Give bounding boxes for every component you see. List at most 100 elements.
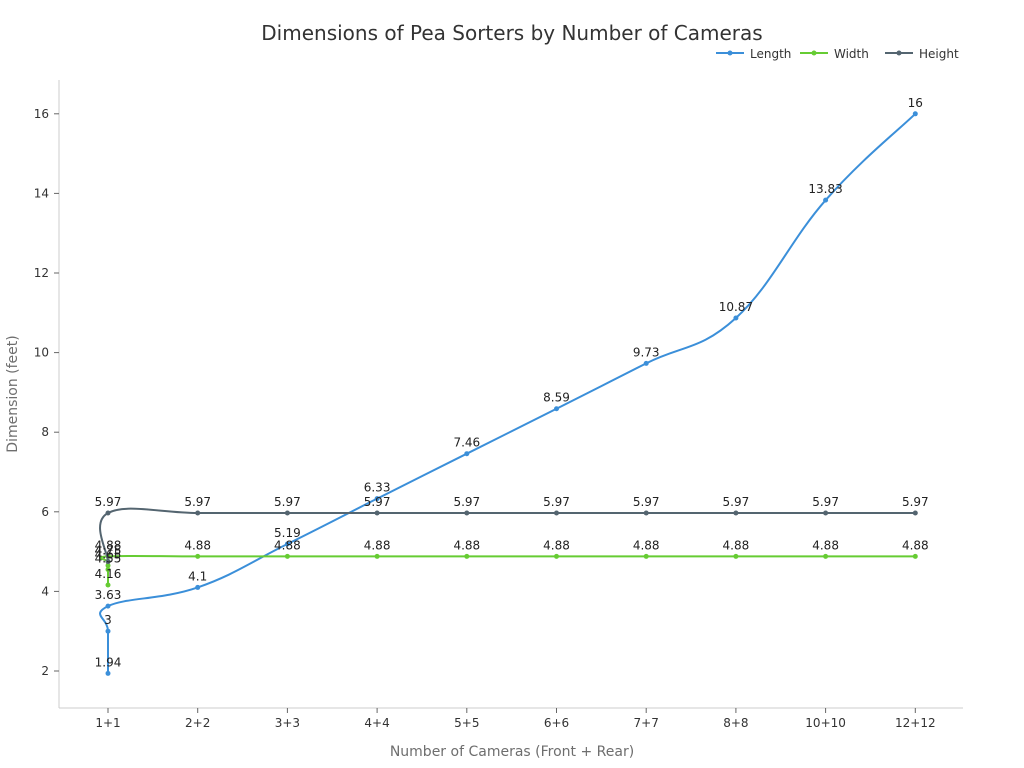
data-label: 16: [908, 96, 923, 110]
y-tick-label: 4: [41, 584, 49, 598]
data-point[interactable]: [912, 111, 918, 117]
data-point[interactable]: [105, 563, 111, 569]
y-tick-label: 14: [34, 186, 49, 200]
data-point[interactable]: [195, 510, 201, 516]
data-label: 9.73: [633, 345, 660, 359]
x-tick-label: 12+12: [895, 716, 936, 730]
data-point[interactable]: [105, 670, 111, 676]
data-label: 7.46: [453, 436, 480, 450]
data-point[interactable]: [464, 451, 470, 457]
x-tick-label: 10+10: [805, 716, 846, 730]
series-line-length: [99, 113, 916, 674]
data-point[interactable]: [643, 360, 649, 366]
data-point[interactable]: [284, 510, 290, 516]
data-point[interactable]: [374, 553, 380, 559]
data-point[interactable]: [554, 553, 559, 559]
data-label: 3.63: [95, 588, 122, 602]
data-point[interactable]: [195, 553, 201, 559]
legend-label: Width: [834, 47, 869, 61]
data-point[interactable]: [105, 510, 111, 516]
x-tick-label: 1+1: [95, 716, 120, 730]
y-tick-label: 10: [34, 346, 49, 360]
data-point[interactable]: [105, 567, 111, 573]
data-point[interactable]: [912, 510, 918, 516]
data-label: 5.97: [543, 495, 570, 509]
data-label: 5.97: [453, 495, 480, 509]
y-axis-ticks: 2 4 6 8 10 12 14 16: [34, 107, 59, 678]
series-line-height: [99, 507, 916, 562]
legend-label: Length: [750, 47, 791, 61]
y-tick-label: 12: [34, 266, 49, 280]
y-tick-label: 8: [41, 425, 49, 439]
data-point[interactable]: [554, 406, 559, 412]
data-label: 4.88: [453, 538, 480, 552]
data-label: 4.75: [95, 544, 122, 558]
data-label: 4.88: [812, 538, 839, 552]
data-point[interactable]: [284, 553, 290, 559]
data-label: 4.88: [543, 538, 570, 552]
data-label: 4.55: [95, 552, 122, 566]
data-label: 4.16: [95, 567, 122, 581]
series-line-width: [99, 554, 916, 586]
x-tick-label: 2+2: [185, 716, 210, 730]
legend-item-length[interactable]: Length: [716, 47, 791, 61]
data-point[interactable]: [374, 496, 380, 502]
x-tick-label: 4+4: [364, 716, 389, 730]
y-tick-label: 16: [34, 107, 49, 121]
data-point[interactable]: [105, 582, 111, 588]
data-label: 5.97: [812, 495, 839, 509]
data-label: 5.19: [274, 526, 301, 540]
data-point[interactable]: [374, 510, 380, 516]
legend-marker-icon: [727, 50, 733, 56]
legend-item-width[interactable]: Width: [800, 47, 869, 61]
x-tick-label: 6+6: [544, 716, 569, 730]
data-label: 5.97: [902, 495, 929, 509]
data-point[interactable]: [643, 553, 649, 559]
data-point[interactable]: [284, 541, 290, 547]
data-label: 5.97: [723, 495, 750, 509]
data-point[interactable]: [912, 553, 918, 559]
data-label: 4.88: [184, 538, 211, 552]
data-label: 4.88: [633, 538, 660, 552]
legend-marker-icon: [896, 50, 902, 56]
data-label: 10.87: [719, 300, 753, 314]
data-label: 5.97: [274, 495, 301, 509]
data-label: 3: [104, 613, 112, 627]
data-label: 8.59: [543, 391, 570, 405]
x-tick-label: 5+5: [454, 716, 479, 730]
data-point[interactable]: [464, 553, 470, 559]
data-point[interactable]: [733, 315, 739, 321]
data-point[interactable]: [105, 628, 111, 634]
x-tick-label: 7+7: [634, 716, 659, 730]
data-label: 5.97: [184, 495, 211, 509]
data-point[interactable]: [733, 553, 739, 559]
data-point[interactable]: [195, 584, 201, 590]
data-point[interactable]: [464, 510, 470, 516]
legend[interactable]: Length Width Height: [716, 47, 959, 61]
data-label: 4.1: [188, 569, 207, 583]
x-tick-label: 8+8: [723, 716, 748, 730]
data-label: 4.75: [95, 544, 122, 558]
data-point[interactable]: [105, 603, 111, 609]
legend-item-height[interactable]: Height: [885, 47, 959, 61]
data-point[interactable]: [823, 553, 829, 559]
x-axis-ticks: 1+1 2+2 3+3 4+4 5+5 6+6 7+7 8+8 10+10 12+12: [95, 708, 936, 730]
data-point[interactable]: [105, 559, 111, 565]
data-label: 4.65: [95, 548, 122, 562]
data-label: 4.88: [95, 538, 122, 552]
data-point[interactable]: [823, 197, 829, 203]
data-point[interactable]: [554, 510, 559, 516]
data-label: 6.33: [364, 481, 391, 495]
data-label: 4.88: [723, 538, 750, 552]
data-label: 5.97: [364, 495, 391, 509]
x-axis-label: Number of Cameras (Front + Rear): [390, 744, 634, 760]
data-point[interactable]: [733, 510, 739, 516]
y-axis-label: Dimension (feet): [5, 335, 21, 452]
data-point[interactable]: [643, 510, 649, 516]
data-label: 13.83: [808, 182, 842, 196]
data-label: 5.97: [633, 495, 660, 509]
data-labels: 1.94 3 3.63 4.1 5.19 6.33 7.46 8.59 9.73 10.87 13.…: [95, 96, 929, 670]
x-tick-label: 3+3: [275, 716, 300, 730]
data-point[interactable]: [823, 510, 829, 516]
